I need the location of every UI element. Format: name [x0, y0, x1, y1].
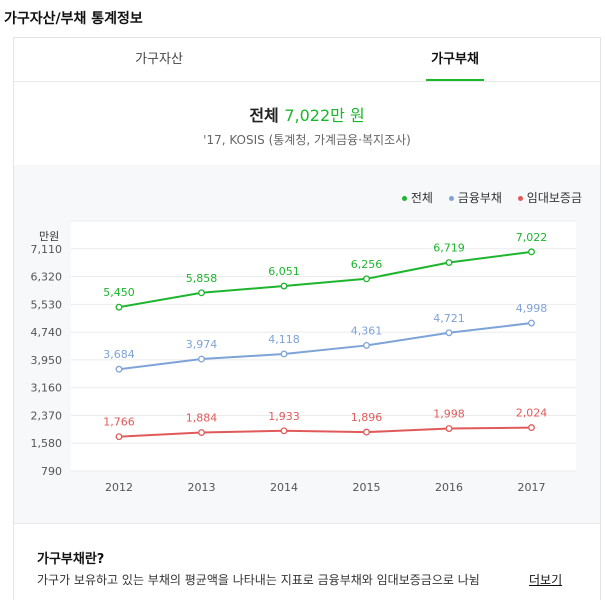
- data-point: [445, 329, 453, 337]
- data-point: [280, 282, 288, 290]
- y-tick-label: 7,110: [31, 243, 63, 256]
- legend-dot-icon: [517, 196, 523, 201]
- page-title: 가구자산/부채 통계정보: [4, 11, 143, 27]
- data-label: 5,858: [186, 272, 218, 285]
- data-point: [363, 428, 370, 436]
- summary-source: '17, KOSIS (통계청, 가계금융·복지조사): [203, 133, 411, 147]
- chart-legend: 전체 금융부채 임대보증금: [390, 189, 582, 206]
- x-tick-label: 2014: [270, 481, 298, 494]
- data-point: [528, 248, 535, 256]
- data-label: 1,896: [351, 411, 383, 424]
- x-tick-label: 2017: [518, 481, 546, 494]
- data-point: [445, 259, 453, 266]
- stats-card: 가구자산 가구부채 전체 7,022만 원 '17, KOSIS (통계청, 가…: [13, 37, 601, 600]
- data-point: [115, 433, 123, 441]
- summary-value: 7,022만 원: [284, 106, 365, 125]
- x-tick-label: 2013: [188, 481, 216, 494]
- data-point: [280, 427, 288, 435]
- series-line: [118, 426, 532, 438]
- data-label: 4,721: [433, 312, 465, 325]
- definition-section: 가구부채란? 가구가 보유하고 있는 부채의 평균액을 나타내는 지표로 금융부…: [14, 523, 600, 602]
- data-label: 1,884: [186, 412, 218, 425]
- data-label: 4,118: [268, 333, 300, 346]
- legend-item-total: 전체: [401, 189, 433, 206]
- y-tick-label: 3,160: [31, 382, 63, 395]
- plot-background: [71, 221, 576, 471]
- data-label: 1,998: [433, 408, 465, 421]
- data-point: [198, 429, 205, 436]
- legend-label: 전체: [410, 191, 433, 205]
- data-label: 1,933: [268, 410, 300, 423]
- data-point: [363, 341, 370, 349]
- y-tick-label: 5,530: [31, 298, 63, 311]
- data-label: 2,024: [516, 407, 548, 420]
- tab-household-debt[interactable]: 가구부채: [426, 38, 484, 81]
- legend-label: 임대보증금: [526, 191, 582, 205]
- data-label: 6,051: [268, 265, 300, 278]
- y-tick-label: 2,370: [31, 409, 63, 422]
- summary-total: 전체 7,022만 원: [14, 102, 600, 126]
- data-point: [280, 350, 288, 358]
- data-label: 1,766: [103, 416, 135, 429]
- y-tick-label: 6,320: [31, 271, 63, 284]
- y-tick-label: 3,950: [31, 354, 63, 367]
- legend-item-deposit: 임대보증금: [517, 189, 582, 206]
- definition-title: 가구부채란?: [37, 552, 105, 567]
- y-tick-label: 4,740: [31, 326, 63, 339]
- data-label: 5,450: [103, 286, 135, 299]
- y-tick-label: 1,580: [31, 437, 63, 450]
- legend-dot-icon: [401, 196, 407, 201]
- data-label: 3,684: [103, 348, 135, 361]
- series-line: [118, 250, 532, 309]
- line-chart: 790 1,580 2,370 3,160 3,950 4,740 5,530 6,320 7,…: [31, 220, 576, 494]
- data-point: [115, 303, 123, 311]
- data-label: 3,974: [186, 338, 218, 351]
- data-point: [363, 275, 370, 283]
- data-label: 6,256: [351, 258, 383, 271]
- data-point: [115, 365, 123, 373]
- chart-area: 전체 금융부채 임대보증금 만원 790 1,580 2,370 3,160 3,950…: [14, 165, 600, 523]
- summary-label: 전체: [249, 106, 279, 125]
- x-tick-label: 2015: [353, 481, 381, 494]
- tab-household-assets[interactable]: 가구자산: [135, 52, 183, 67]
- data-label: 4,998: [516, 302, 548, 315]
- y-tick-label: 790: [41, 465, 62, 478]
- data-point: [198, 289, 205, 297]
- tab-bar: 가구자산 가구부채: [14, 38, 600, 82]
- legend-label: 금융부채: [457, 191, 502, 205]
- data-point: [445, 425, 453, 432]
- x-tick-label: 2016: [435, 481, 463, 494]
- data-label: 6,719: [433, 242, 465, 255]
- legend-dot-icon: [448, 196, 454, 201]
- data-point: [528, 424, 535, 432]
- definition-text: 가구가 보유하고 있는 부채의 평균액을 나타내는 지표로 금융부채와 임대보증…: [37, 573, 480, 587]
- legend-item-financial: 금융부채: [448, 189, 502, 206]
- data-label: 4,361: [351, 324, 383, 337]
- x-tick-label: 2012: [105, 481, 133, 494]
- data-label: 7,022: [516, 231, 548, 244]
- series-line: [118, 322, 532, 371]
- data-point: [198, 355, 205, 363]
- more-link[interactable]: 더보기: [529, 573, 563, 587]
- y-axis-unit: 만원: [39, 230, 60, 243]
- data-point: [528, 319, 535, 327]
- summary-section: 전체 7,022만 원 '17, KOSIS (통계청, 가계금융·복지조사): [14, 82, 600, 204]
